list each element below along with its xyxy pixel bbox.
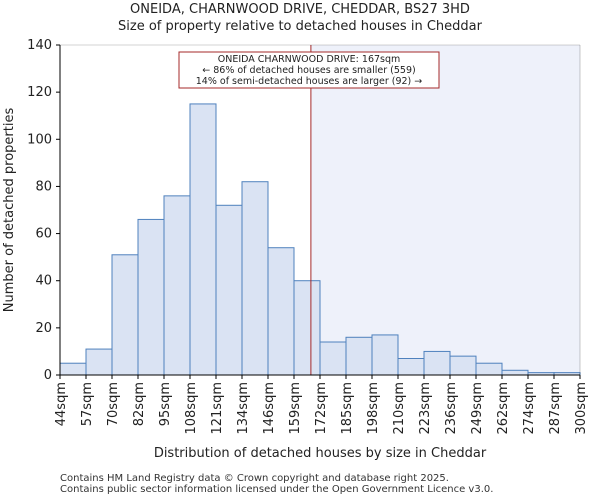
x-axis-label: Distribution of detached houses by size … <box>154 446 487 461</box>
y-tick-label: 140 <box>27 38 52 53</box>
x-tick-label: 172sqm <box>314 382 329 435</box>
bar-95sqm <box>163 195 191 376</box>
bar-185sqm <box>345 336 373 376</box>
x-tick-label: 146sqm <box>262 382 277 435</box>
y-axis-label: Number of detached properties <box>2 108 17 313</box>
annotation-frame <box>178 51 440 89</box>
annotation-line1: ONEIDA CHARNWOOD DRIVE: 167sqm <box>218 54 401 65</box>
x-tick-label: 134sqm <box>236 382 251 435</box>
x-tick-label: 185sqm <box>340 382 355 435</box>
x-tick-label: 198sqm <box>366 382 381 435</box>
x-tick-label: 82sqm <box>132 382 147 426</box>
bar-57sqm <box>85 348 113 376</box>
x-tick-label: 262sqm <box>496 382 511 435</box>
y-tick-label: 60 <box>35 227 52 242</box>
x-tick-label: 236sqm <box>444 382 459 435</box>
x-ticks-group: 44sqm 57sqm 70sqm 82sqm 95sqm 108sqm 121sqm 134… <box>54 375 589 435</box>
y-tick-label: 20 <box>35 321 52 336</box>
bars-group <box>59 103 581 376</box>
y-tick-label: 100 <box>27 132 52 147</box>
bar-159sqm <box>293 280 321 376</box>
x-tick-label: 210sqm <box>392 382 407 435</box>
x-tick-label: 108sqm <box>184 382 199 435</box>
x-tick-label: 300sqm <box>574 382 589 435</box>
y-tick-label: 80 <box>35 179 52 194</box>
highlight-band <box>310 45 580 375</box>
x-tick-label: 159sqm <box>288 382 303 435</box>
x-tick-label: 57sqm <box>80 382 95 426</box>
bar-198sqm <box>371 334 399 376</box>
bar-44sqm <box>59 362 87 376</box>
x-tick-label: 274sqm <box>522 382 537 435</box>
chart-title-line2: Size of property relative to detached ho… <box>118 19 482 34</box>
bar-223sqm <box>423 350 451 376</box>
y-tick-label: 0 <box>44 368 52 383</box>
bar-108sqm <box>189 103 217 376</box>
y-ticks-group: 0 20 40 60 80 100 120 140 <box>27 38 60 383</box>
annotation-box: ONEIDA CHARNWOOD DRIVE: 167sqm ← 86% of … <box>178 51 440 89</box>
bar-236sqm <box>449 355 477 376</box>
bar-146sqm <box>267 247 295 376</box>
x-tick-label: 44sqm <box>54 382 69 426</box>
x-tick-label: 249sqm <box>470 382 485 435</box>
x-tick-label: 287sqm <box>548 382 563 435</box>
annotation-line3: 14% of semi-detached houses are larger (… <box>196 76 423 87</box>
bar-172sqm <box>319 341 347 376</box>
footer-line2: Contains public sector information licen… <box>60 484 494 495</box>
x-tick-label: 223sqm <box>418 382 433 435</box>
bar-121sqm <box>215 204 243 376</box>
x-tick-label: 70sqm <box>106 382 121 426</box>
x-tick-label: 121sqm <box>210 382 225 435</box>
bar-82sqm <box>137 218 165 376</box>
footer-line1: Contains HM Land Registry data © Crown c… <box>60 473 449 484</box>
bar-210sqm <box>397 358 425 376</box>
bar-249sqm <box>475 362 503 376</box>
bar-134sqm <box>241 181 269 376</box>
bar-chart: 0 20 40 60 80 100 120 140 44sqm 57sqm 70sqm 82sqm 9… <box>2 38 589 461</box>
chart-title-line1: ONEIDA, CHARNWOOD DRIVE, CHEDDAR, BS27 3… <box>130 2 470 17</box>
bar-262sqm <box>501 369 529 376</box>
y-tick-label: 120 <box>27 85 52 100</box>
y-tick-label: 40 <box>35 274 52 289</box>
annotation-line2: ← 86% of detached houses are smaller (55… <box>202 65 415 76</box>
x-tick-label: 95sqm <box>158 382 173 426</box>
bar-70sqm <box>111 254 139 376</box>
